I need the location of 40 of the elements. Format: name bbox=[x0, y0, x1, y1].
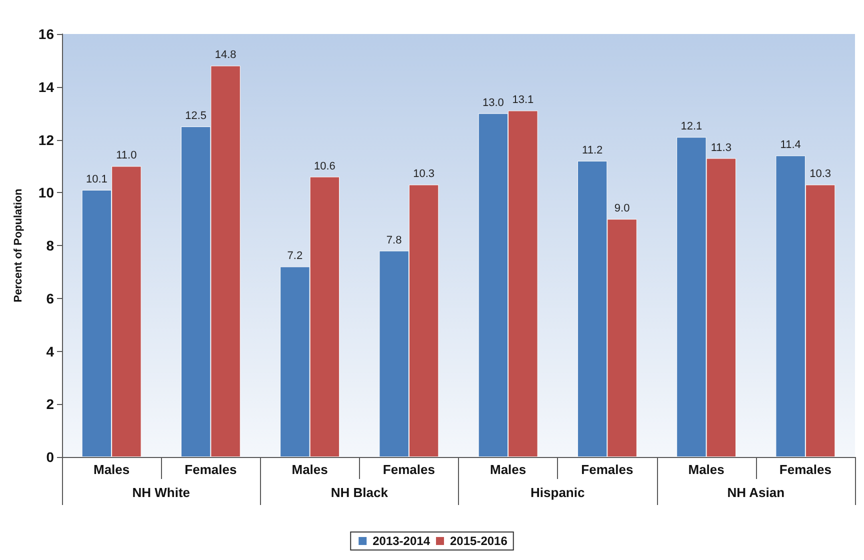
legend-label: 2013-2014 bbox=[372, 534, 430, 548]
data-label: 12.1 bbox=[680, 120, 702, 133]
data-label: 11.3 bbox=[710, 142, 732, 154]
y-tick-label: 12 bbox=[38, 132, 54, 148]
y-axis-title: Percent of Population bbox=[12, 188, 24, 302]
y-tick-label: 0 bbox=[46, 449, 54, 465]
x-tick-label: Males bbox=[490, 462, 526, 477]
data-label: 9.0 bbox=[614, 202, 630, 215]
x-tick-label: Females bbox=[184, 462, 237, 477]
y-tick-label: 8 bbox=[46, 238, 54, 254]
data-label: 11.2 bbox=[582, 144, 603, 156]
y-tick-label: 4 bbox=[46, 343, 54, 360]
text: NH Black bbox=[330, 485, 389, 500]
data-label: 11.0 bbox=[116, 150, 137, 162]
data-label: 10.6 bbox=[314, 160, 336, 172]
data-label: 12.5 bbox=[185, 110, 207, 122]
y-tick-label: 14 bbox=[38, 78, 54, 95]
data-label: 7.2 bbox=[287, 250, 303, 262]
y-tick-label: 2 bbox=[46, 396, 54, 412]
x-tick-label: Females bbox=[779, 462, 832, 477]
x-tick-label: Females bbox=[382, 462, 435, 477]
data-label: 7.8 bbox=[386, 234, 402, 246]
data-label: 14.8 bbox=[214, 49, 236, 62]
data-label: 10.1 bbox=[86, 173, 108, 186]
y-tick-label: 6 bbox=[46, 290, 54, 306]
data-label: 11.4 bbox=[780, 139, 801, 152]
text: NH Asian bbox=[727, 485, 785, 500]
data-label: 13.1 bbox=[512, 94, 534, 106]
y-tick-label: 10 bbox=[38, 184, 54, 201]
text: NH White bbox=[132, 485, 190, 500]
data-label: 10.3 bbox=[810, 168, 832, 180]
x-tick-label: Males bbox=[688, 462, 724, 477]
data-label: 13.0 bbox=[482, 96, 504, 109]
x-tick-label: Females bbox=[581, 462, 634, 477]
data-label: 10.3 bbox=[413, 168, 435, 180]
legend-label: 2015-2016 bbox=[450, 534, 508, 548]
x-tick-label: Males bbox=[93, 462, 130, 477]
x-tick-label: Males bbox=[292, 462, 328, 477]
text: Hispanic bbox=[530, 485, 585, 500]
y-tick-label: 16 bbox=[38, 26, 54, 42]
